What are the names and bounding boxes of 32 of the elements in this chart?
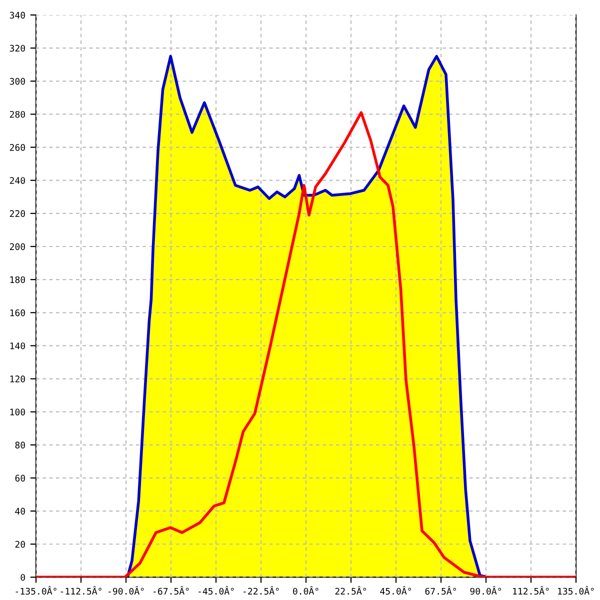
y-tick-label: 60 xyxy=(15,474,25,482)
y-tick-label: 300 xyxy=(10,78,25,85)
y-tick-label: 100 xyxy=(10,408,25,416)
y-tick-label: 160 xyxy=(10,309,25,316)
y-tick-label: 180 xyxy=(10,276,25,284)
x-tick-label: -67.5Â° xyxy=(154,586,189,595)
x-tick-label: -135.0Â° xyxy=(16,586,56,595)
x-tick-label: 90.0Â° xyxy=(470,586,501,595)
y-tick-label: 140 xyxy=(10,342,25,350)
x-tick-label: 112.5Â° xyxy=(513,586,549,595)
y-tick-label: 240 xyxy=(10,177,25,184)
x-tick-label: 135.0Â° xyxy=(558,586,594,595)
y-tick-label: 20 xyxy=(15,540,25,548)
x-tick-label: -45.0Â° xyxy=(198,586,234,595)
x-tick-label: 22.5Â° xyxy=(335,586,366,595)
y-tick-label: 200 xyxy=(10,243,25,250)
y-tick-label: 280 xyxy=(10,110,25,118)
x-tick-label: -112.5Â° xyxy=(60,586,102,595)
y-tick-label: 0 xyxy=(20,574,25,581)
y-tick-label: 80 xyxy=(15,442,25,448)
x-tick-label: 0.0Â° xyxy=(293,586,318,595)
y-tick-label: 40 xyxy=(15,508,25,515)
y-tick-label: 260 xyxy=(10,144,25,151)
y-tick-label: 340 xyxy=(10,12,25,19)
y-tick-label: 220 xyxy=(10,210,25,218)
x-tick-label: -90.0Â° xyxy=(108,586,144,595)
x-tick-label: 45.0Â° xyxy=(380,586,411,595)
x-tick-label: 67.5Â° xyxy=(425,586,456,595)
y-tick-label: 320 xyxy=(10,44,25,52)
line-series xyxy=(126,54,486,578)
x-tick-label: -22.5Â° xyxy=(244,586,279,595)
y-tick-label: 120 xyxy=(10,376,25,382)
